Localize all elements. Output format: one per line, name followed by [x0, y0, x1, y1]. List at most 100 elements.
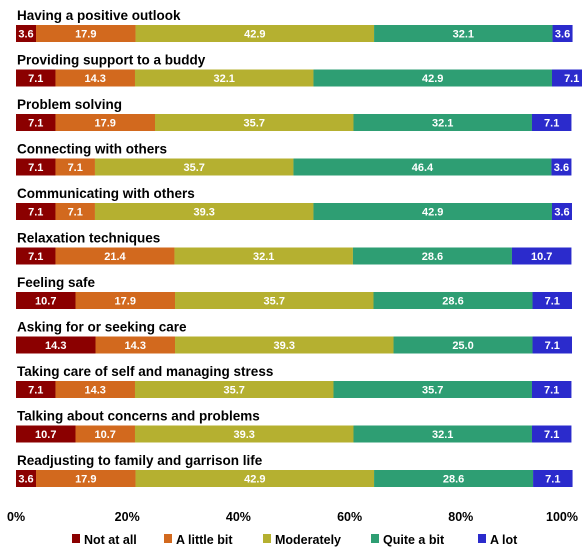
value-label: 32.1	[432, 118, 453, 130]
bar-segment	[175, 292, 374, 309]
bar-segment	[353, 425, 532, 443]
value-label: 7.1	[28, 251, 43, 263]
bar-segment	[531, 114, 572, 131]
value-label: 3.6	[554, 207, 569, 219]
bar-segment	[533, 470, 573, 487]
legend-label: Moderately	[275, 533, 341, 547]
value-label: 7.1	[545, 340, 560, 352]
bar-segment	[293, 158, 552, 176]
value-label: 7.1	[28, 73, 43, 85]
value-label: 42.9	[244, 29, 265, 41]
value-label: 14.3	[45, 340, 66, 352]
value-label: 17.9	[75, 29, 96, 41]
legend-swatch	[371, 534, 379, 543]
bar-segment	[532, 336, 572, 354]
bar-segment	[352, 247, 512, 265]
value-label: 28.6	[442, 296, 463, 308]
x-tick-label: 60%	[337, 510, 362, 524]
bar-segment	[16, 25, 37, 42]
category-label: Problem solving	[17, 97, 122, 112]
value-label: 42.9	[422, 73, 443, 85]
value-label: 7.1	[28, 385, 43, 397]
legend-label: Quite a bit	[383, 533, 445, 547]
value-label: 7.1	[68, 162, 83, 174]
value-label: 14.3	[85, 385, 106, 397]
legend-swatch	[263, 534, 271, 543]
x-tick-label: 80%	[448, 510, 473, 524]
bar-segment	[135, 25, 375, 42]
value-label: 21.4	[104, 251, 126, 263]
bar-segment	[373, 292, 533, 309]
bar-segment	[36, 470, 136, 487]
x-tick-label: 20%	[115, 510, 140, 524]
bar-segment	[313, 69, 552, 87]
bar-segment	[174, 247, 353, 265]
bar-segment	[95, 336, 176, 354]
value-label: 32.1	[214, 73, 235, 85]
bar-segment	[16, 336, 96, 354]
bar-segment	[511, 247, 572, 265]
value-label: 35.7	[224, 385, 245, 397]
bar-segment	[353, 114, 532, 131]
bar-segment	[531, 381, 572, 398]
value-label: 28.6	[422, 251, 443, 263]
category-label: Asking for or seeking care	[17, 320, 187, 335]
bar-segment	[374, 25, 553, 42]
bar-segment	[134, 69, 314, 87]
legend-label: A little bit	[176, 533, 233, 547]
bar-segment	[16, 158, 56, 176]
category-label: Feeling safe	[17, 275, 96, 290]
bar-segment	[75, 425, 135, 443]
bar-segment	[552, 25, 573, 42]
category-label: Relaxation techniques	[17, 231, 160, 246]
bar-segment	[55, 69, 135, 87]
bar-segment	[134, 425, 354, 443]
bar-segment	[16, 470, 37, 487]
value-label: 7.1	[28, 162, 43, 174]
value-label: 7.1	[564, 73, 579, 85]
legend-swatch	[164, 534, 172, 543]
bar-segment	[175, 336, 394, 354]
bar-segment	[75, 292, 176, 309]
bar-segment	[393, 336, 533, 354]
value-label: 10.7	[35, 296, 56, 308]
bar-segment	[16, 381, 56, 398]
value-label: 17.9	[75, 474, 96, 486]
x-tick-label: 100%	[546, 510, 578, 524]
value-label: 35.7	[244, 118, 265, 130]
category-label: Communicating with others	[17, 186, 195, 201]
category-label: Readjusting to family and garrison life	[17, 453, 263, 468]
value-label: 39.3	[193, 207, 214, 219]
value-label: 46.4	[412, 162, 434, 174]
value-label: 7.1	[544, 385, 559, 397]
category-label: Having a positive outlook	[17, 8, 181, 23]
bar-segment	[94, 158, 294, 176]
legend-swatch	[72, 534, 80, 543]
value-label: 7.1	[28, 207, 43, 219]
bar-segment	[55, 203, 95, 220]
value-label: 17.9	[115, 296, 136, 308]
value-label: 3.6	[18, 474, 33, 486]
value-label: 7.1	[28, 118, 43, 130]
value-label: 42.9	[244, 474, 265, 486]
x-tick-label: 40%	[226, 510, 251, 524]
value-label: 32.1	[432, 429, 453, 441]
value-label: 3.6	[18, 29, 33, 41]
category-label: Connecting with others	[17, 142, 167, 157]
value-label: 10.7	[95, 429, 116, 441]
value-label: 32.1	[253, 251, 274, 263]
bar-segment	[551, 69, 582, 87]
legend-label: Not at all	[84, 533, 137, 547]
value-label: 7.1	[544, 429, 559, 441]
value-label: 25.0	[452, 340, 473, 352]
value-label: 3.6	[554, 162, 569, 174]
value-label: 14.3	[125, 340, 146, 352]
bar-segment	[94, 203, 314, 220]
bar-segment	[16, 425, 76, 443]
value-label: 17.9	[95, 118, 116, 130]
category-label: Providing support to a buddy	[17, 53, 206, 68]
bar-segment	[16, 292, 76, 309]
value-label: 10.7	[35, 429, 56, 441]
bar-segment	[55, 381, 135, 398]
value-label: 3.6	[555, 29, 570, 41]
